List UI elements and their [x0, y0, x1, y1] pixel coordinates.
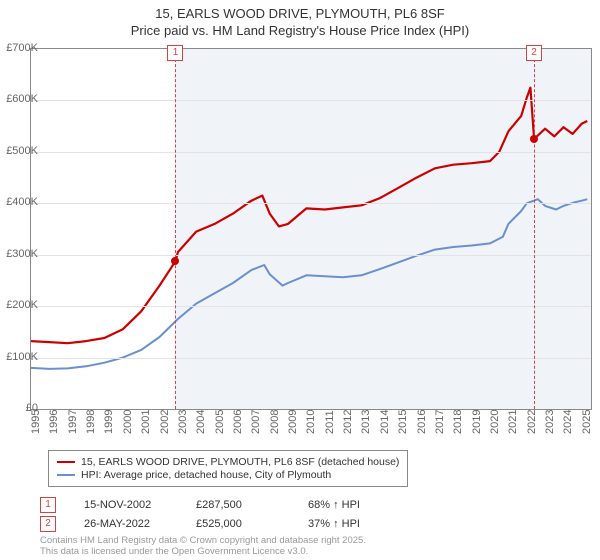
y-axis-label: £300K: [0, 248, 38, 260]
x-axis-label: 2003: [177, 410, 189, 434]
plot-area: 12: [30, 48, 592, 410]
y-axis-label: £400K: [0, 196, 38, 208]
event-line: [534, 49, 535, 409]
x-axis-label: 2022: [526, 410, 538, 434]
x-axis-label: 2019: [471, 410, 483, 434]
tx-marker: 1: [40, 497, 56, 513]
x-axis-label: 2013: [360, 410, 372, 434]
legend-row: 15, EARLS WOOD DRIVE, PLYMOUTH, PL6 8SF …: [57, 456, 399, 468]
tx-pct: 68% ↑ HPI: [308, 499, 392, 511]
x-axis-label: 1999: [103, 410, 115, 434]
tx-date: 15-NOV-2002: [84, 499, 168, 511]
transaction-table: 1 15-NOV-2002 £287,500 68% ↑ HPI 2 26-MA…: [40, 494, 392, 535]
event-dot: [530, 135, 538, 143]
x-axis-label: 2005: [214, 410, 226, 434]
x-axis-label: 1998: [85, 410, 97, 434]
legend-swatch: [57, 461, 75, 463]
legend-swatch: [57, 474, 75, 476]
x-axis-label: 2007: [250, 410, 262, 434]
x-axis-label: 2020: [489, 410, 501, 434]
x-axis-label: 1997: [67, 410, 79, 434]
x-axis-label: 2014: [379, 410, 391, 434]
legend-label: 15, EARLS WOOD DRIVE, PLYMOUTH, PL6 8SF …: [81, 456, 399, 468]
event-marker: 2: [526, 45, 542, 61]
tx-pct: 37% ↑ HPI: [308, 518, 392, 530]
table-row: 2 26-MAY-2022 £525,000 37% ↑ HPI: [40, 516, 392, 532]
event-dot: [171, 257, 179, 265]
x-axis-label: 2018: [452, 410, 464, 434]
x-axis-labels: 1995199619971998199920002001200220032004…: [30, 410, 590, 450]
event-line: [175, 49, 176, 409]
series-price_paid: [31, 88, 587, 344]
tx-marker: 2: [40, 516, 56, 532]
legend-row: HPI: Average price, detached house, City…: [57, 469, 399, 481]
x-axis-label: 2008: [269, 410, 281, 434]
y-axis-label: £700K: [0, 42, 38, 54]
y-axis-label: £600K: [0, 93, 38, 105]
x-axis-label: 2025: [581, 410, 593, 434]
x-axis-label: 2011: [324, 410, 336, 434]
chart-container: 15, EARLS WOOD DRIVE, PLYMOUTH, PL6 8SF …: [0, 0, 600, 560]
y-axis-label: £100K: [0, 351, 38, 363]
x-axis-label: 2017: [434, 410, 446, 434]
tx-date: 26-MAY-2022: [84, 518, 168, 530]
x-axis-label: 2010: [305, 410, 317, 434]
x-axis-label: 2023: [544, 410, 556, 434]
x-axis-label: 2000: [122, 410, 134, 434]
y-axis-label: £200K: [0, 299, 38, 311]
x-axis-label: 2012: [342, 410, 354, 434]
chart-title-line1: 15, EARLS WOOD DRIVE, PLYMOUTH, PL6 8SF: [0, 0, 600, 21]
y-axis-label: £0: [0, 402, 38, 414]
x-axis-label: 2021: [507, 410, 519, 434]
legend-label: HPI: Average price, detached house, City…: [81, 469, 331, 481]
attribution-footer: Contains HM Land Registry data © Crown c…: [40, 536, 366, 558]
tx-price: £525,000: [196, 518, 280, 530]
x-axis-label: 2016: [416, 410, 428, 434]
legend: 15, EARLS WOOD DRIVE, PLYMOUTH, PL6 8SF …: [48, 450, 408, 487]
x-axis-label: 2009: [287, 410, 299, 434]
x-axis-label: 2002: [159, 410, 171, 434]
event-marker: 1: [167, 45, 183, 61]
x-axis-label: 2004: [195, 410, 207, 434]
tx-price: £287,500: [196, 499, 280, 511]
table-row: 1 15-NOV-2002 £287,500 68% ↑ HPI: [40, 497, 392, 513]
x-axis-label: 1996: [48, 410, 60, 434]
series-hpi: [31, 199, 587, 369]
footer-line2: This data is licensed under the Open Gov…: [40, 547, 366, 558]
x-axis-label: 2024: [562, 410, 574, 434]
chart-title-line2: Price paid vs. HM Land Registry's House …: [0, 23, 600, 38]
y-axis-label: £500K: [0, 145, 38, 157]
x-axis-label: 2015: [397, 410, 409, 434]
x-axis-label: 2006: [232, 410, 244, 434]
line-chart-svg: [31, 49, 591, 409]
x-axis-label: 2001: [140, 410, 152, 434]
